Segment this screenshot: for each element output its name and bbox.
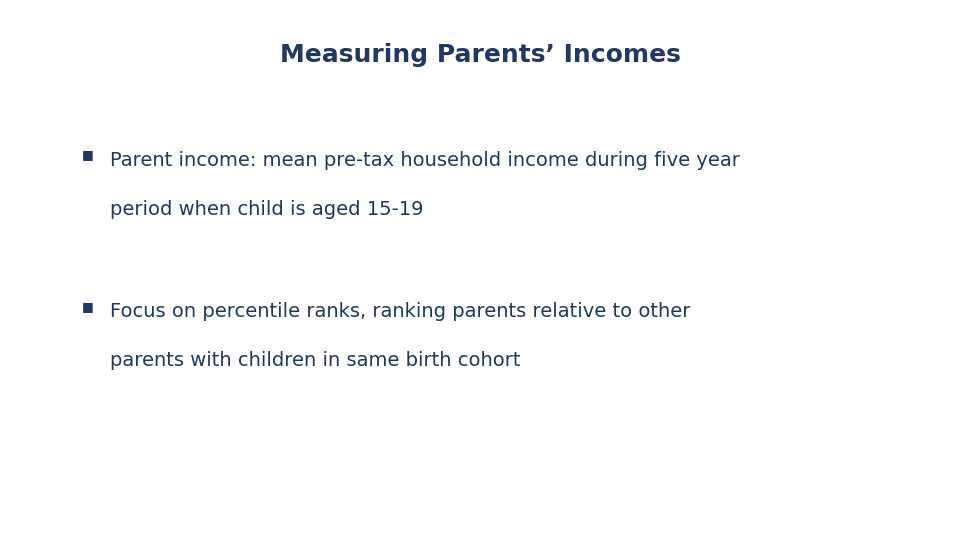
Text: ■: ■ xyxy=(82,148,93,161)
Text: Measuring Parents’ Incomes: Measuring Parents’ Incomes xyxy=(279,43,681,67)
Text: period when child is aged 15-19: period when child is aged 15-19 xyxy=(110,200,424,219)
Text: Focus on percentile ranks, ranking parents relative to other: Focus on percentile ranks, ranking paren… xyxy=(110,302,691,321)
Text: parents with children in same birth cohort: parents with children in same birth coho… xyxy=(110,351,521,370)
Text: ■: ■ xyxy=(82,300,93,313)
Text: Parent income: mean pre-tax household income during five year: Parent income: mean pre-tax household in… xyxy=(110,151,740,170)
